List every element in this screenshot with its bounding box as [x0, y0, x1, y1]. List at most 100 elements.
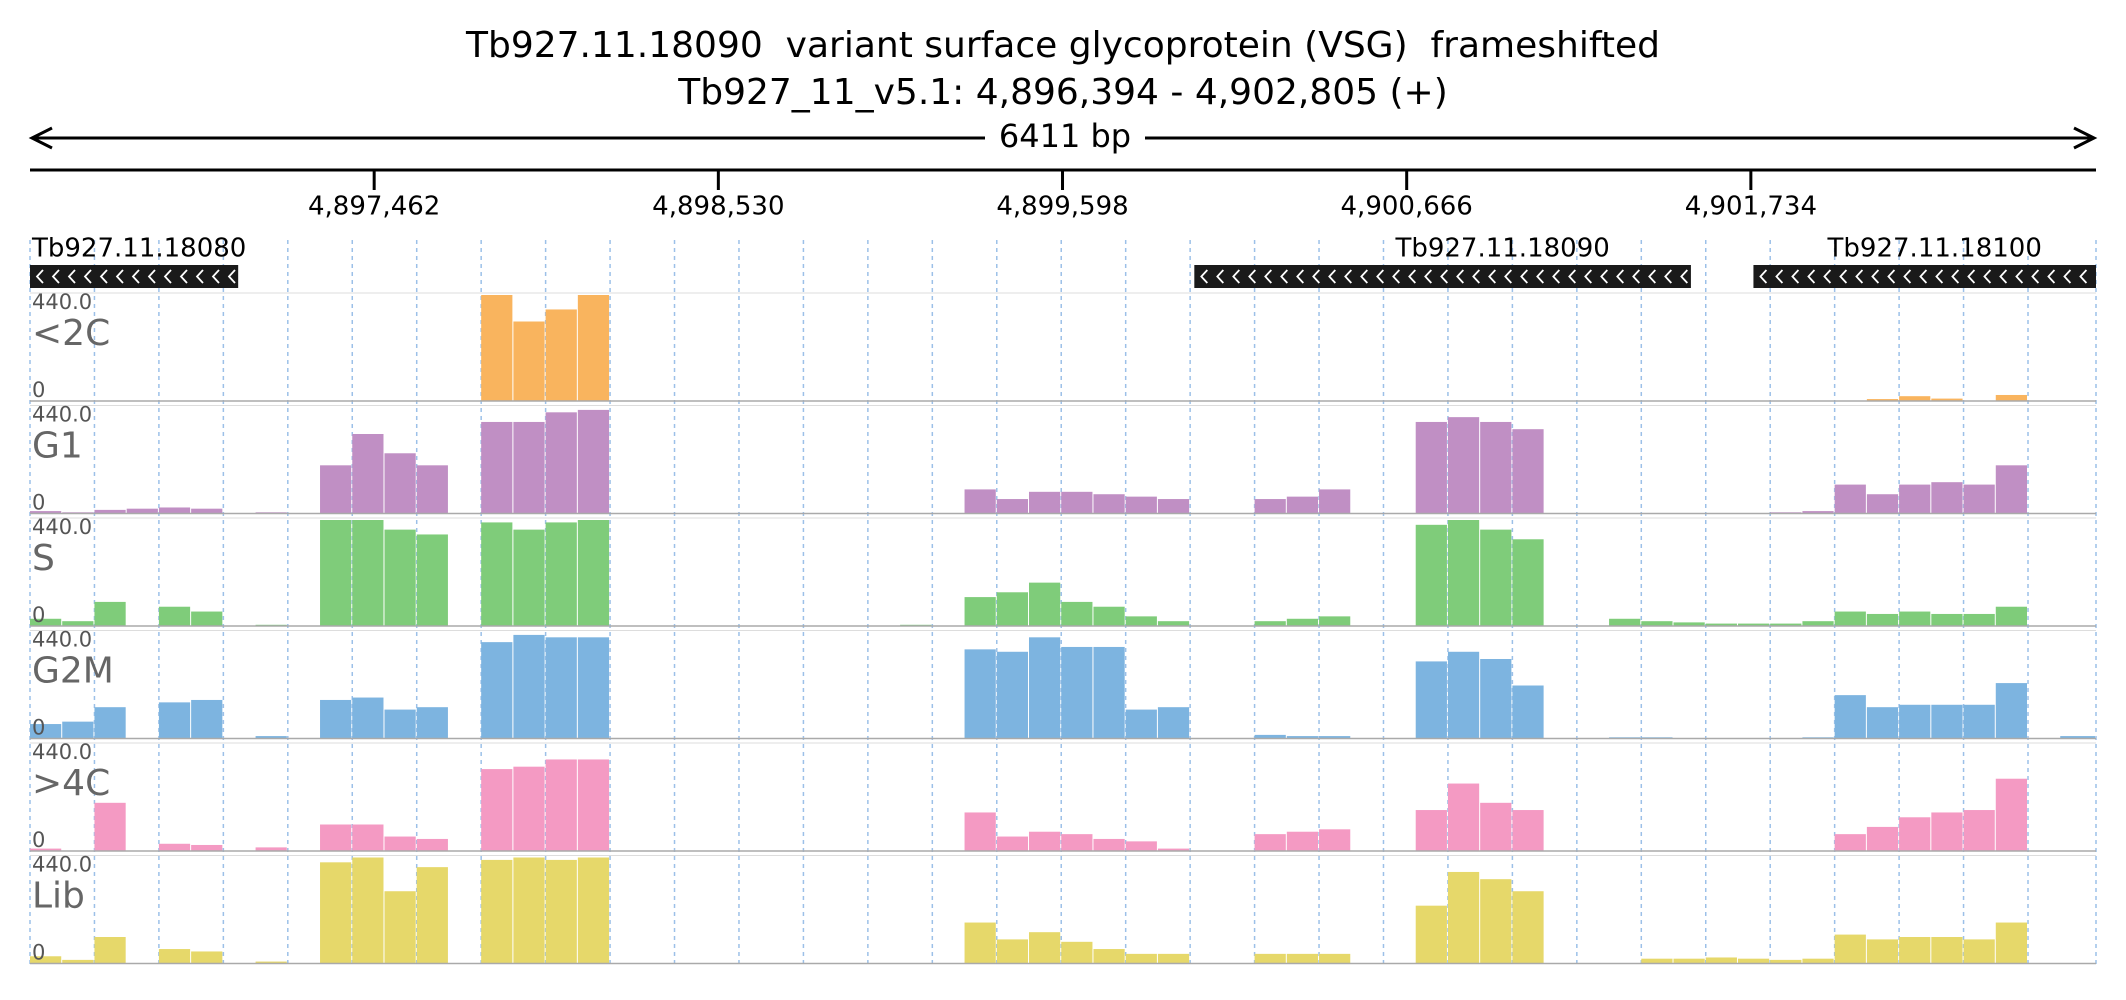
coverage-bar [1899, 396, 1931, 401]
track-scale-label: 0 [32, 716, 45, 740]
coverage-bar [62, 959, 94, 964]
coverage-bar [352, 697, 384, 739]
coverage-bar [1480, 659, 1512, 739]
track-name: S [32, 538, 55, 579]
coverage-bar [545, 759, 577, 851]
coverage-bar [1125, 953, 1157, 964]
strand-chevron [1664, 269, 1672, 284]
coverage-bar [1157, 953, 1190, 964]
span-label: 6411 bp [999, 117, 1131, 155]
coverage-bar [158, 843, 191, 851]
coverage-bar [1899, 611, 1931, 626]
coverage-bar [513, 634, 545, 739]
coverage-bar [1802, 621, 1834, 626]
coverage-bar [1415, 421, 1447, 514]
track-name: G2M [32, 651, 114, 692]
arrow-head [2073, 126, 2098, 150]
strand-chevron [1344, 269, 1352, 284]
coverage-bar [1673, 958, 1705, 964]
strand-chevron [1200, 269, 1208, 284]
coverage-bar [191, 508, 223, 514]
coverage-bar [1093, 838, 1125, 851]
coverage-bar [352, 434, 384, 514]
strand-chevron [2015, 269, 2024, 284]
coverage-bar [481, 295, 513, 401]
strand-chevron [211, 269, 220, 284]
coverage-bar [513, 529, 545, 626]
coverage-bar [1093, 494, 1125, 514]
track-scale-label: 0 [32, 378, 45, 402]
coverage-bar [1705, 623, 1737, 626]
coverage-bar [94, 707, 126, 739]
coverage-bar [191, 951, 223, 964]
coverage-bar [1866, 707, 1899, 739]
coverage-bar [1480, 802, 1512, 851]
coverage-bar [1641, 621, 1673, 626]
strand-chevron [179, 269, 188, 284]
coverage-bar [255, 847, 287, 851]
strand-chevron [1296, 269, 1304, 284]
coverage-bar [126, 508, 158, 514]
coverage-bar [1157, 621, 1190, 626]
strand-chevron [1440, 269, 1448, 284]
coverage-bar [545, 412, 577, 514]
coverage-bar [30, 956, 62, 964]
strand-chevron [67, 269, 76, 284]
coverage-bar [1995, 778, 2028, 851]
coverage-bar [158, 606, 191, 626]
coverage-bar [513, 766, 545, 851]
coverage-bar [1447, 783, 1480, 851]
coverage-bar [1061, 491, 1093, 514]
track-scale-label: 440.0 [32, 403, 92, 427]
strand-chevron [1759, 269, 1768, 284]
coverage-bar [1931, 613, 1963, 626]
coverage-bar [996, 836, 1029, 851]
coverage-bar [1931, 812, 1963, 851]
coverage-bar [191, 699, 223, 739]
coverage-bar [1061, 941, 1093, 964]
coverage-bar [1737, 958, 1770, 964]
track-scale-label: 440.0 [32, 290, 92, 314]
coverage-bar [1447, 520, 1480, 626]
coverage-bar [1061, 646, 1093, 739]
strand-chevron [2079, 269, 2088, 284]
coverage-bar [1254, 734, 1286, 739]
coverage-bar [94, 601, 126, 626]
arrow-head [28, 126, 53, 150]
coverage-bar [1286, 618, 1319, 626]
coverage-bar [1963, 810, 1995, 851]
coverage-bar [1157, 499, 1190, 514]
coverage-bar [1029, 491, 1061, 514]
coverage-bar [964, 812, 996, 851]
coverage-bar [1931, 704, 1963, 739]
axis-tick-label: 4,901,734 [1685, 192, 1817, 222]
coverage-bar [513, 857, 545, 964]
strand-chevron [131, 269, 140, 284]
coverage-bar [320, 824, 352, 851]
strand-chevron [1919, 269, 1928, 284]
coverage-bar [384, 529, 416, 626]
coverage-bar [1093, 949, 1125, 964]
coverage-bar [1061, 834, 1093, 851]
coverage-bar [1286, 736, 1319, 739]
track-scale-label: 440.0 [32, 853, 92, 877]
coverage-bar [1995, 683, 2028, 739]
subtitle: Tb927_11_v5.1: 4,896,394 - 4,902,805 (+) [677, 72, 1448, 113]
coverage-bar [191, 844, 223, 851]
coverage-bar [1254, 621, 1286, 626]
coverage-bar [158, 507, 191, 514]
strand-chevron [1472, 269, 1480, 284]
coverage-bar [1963, 704, 1995, 739]
coverage-bar [416, 465, 448, 514]
coverage-bar [1834, 834, 1866, 851]
coverage-bar [1029, 831, 1061, 851]
strand-chevron [1903, 269, 1912, 284]
coverage-bar [1899, 704, 1931, 739]
coverage-bar [545, 309, 577, 401]
coverage-bar [577, 857, 610, 964]
coverage-bar [1512, 429, 1544, 514]
strand-chevron [1504, 269, 1512, 284]
coverage-bar [384, 453, 416, 514]
